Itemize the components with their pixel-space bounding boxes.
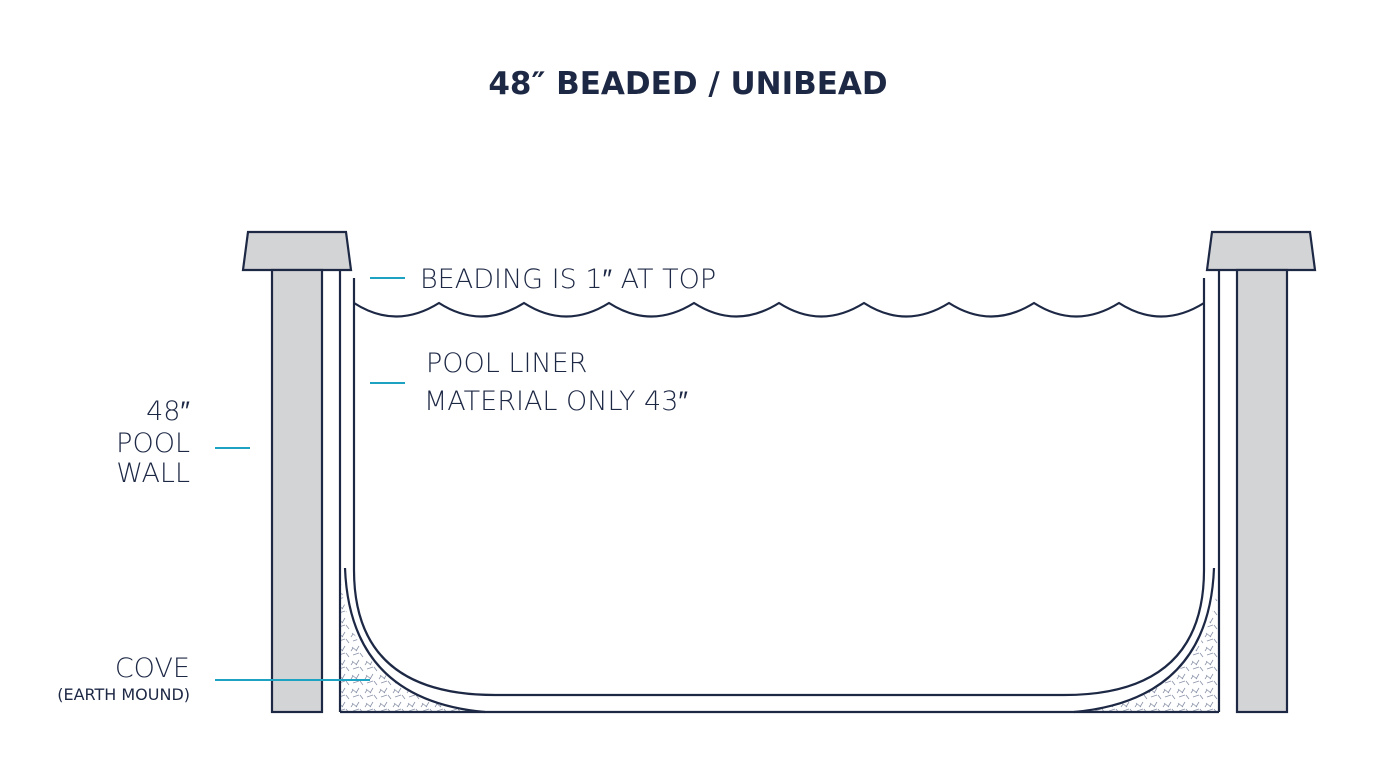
post (1235, 268, 1289, 714)
title: 48″ BEADED / UNIBEAD (488, 66, 887, 102)
liner-label: MATERIAL ONLY 43″ (424, 386, 688, 417)
liner-label: POOL LINER (426, 348, 587, 379)
post-cap (1205, 230, 1317, 272)
cove-right (1069, 568, 1219, 712)
beading (353, 301, 1205, 318)
wall-label: POOL (116, 428, 190, 459)
liner-outer (1073, 567, 1216, 714)
wall-label: 48″ (146, 396, 190, 427)
post (270, 268, 324, 714)
cove-left (340, 568, 490, 712)
liner-outer (343, 567, 486, 714)
wall-label: WALL (116, 458, 190, 489)
beading-label: BEADING IS 1″ AT TOP (420, 264, 716, 295)
cove-sublabel: (EARTH MOUND) (57, 685, 190, 704)
cove-label: COVE (115, 653, 190, 684)
post-cap (241, 230, 353, 272)
liner (352, 278, 1206, 697)
